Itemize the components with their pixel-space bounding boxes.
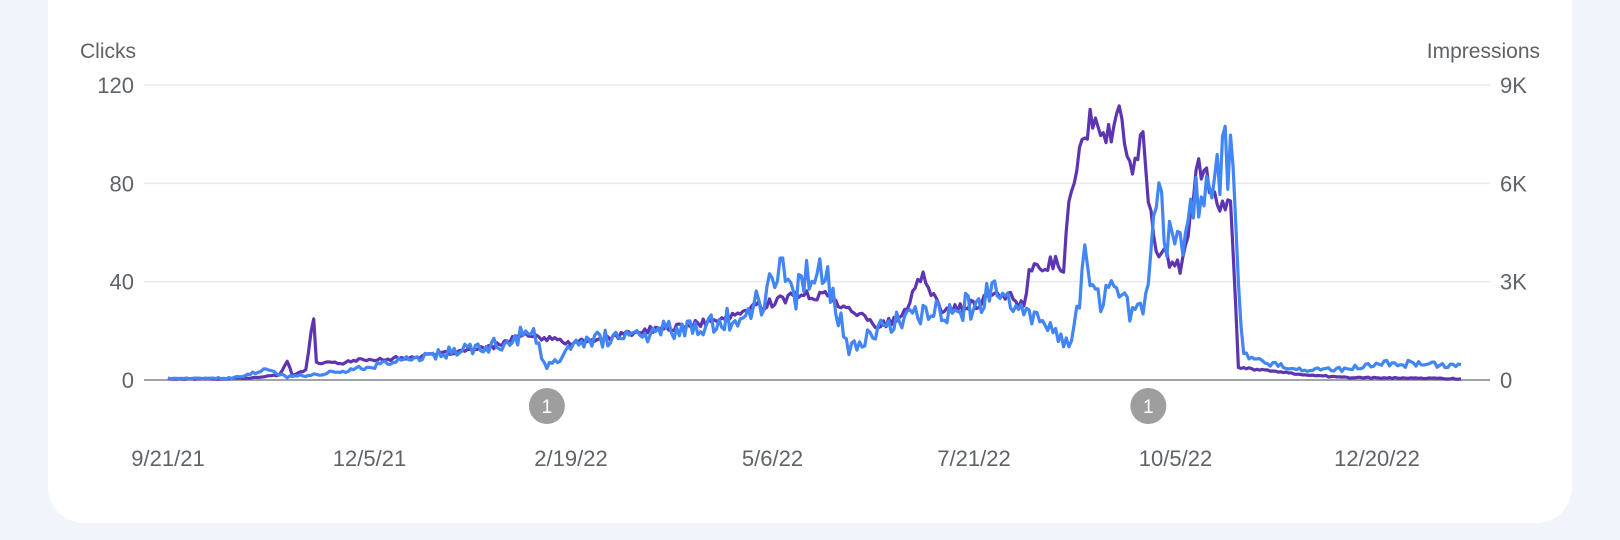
left-tick-label: 40 (110, 270, 134, 295)
clicks-series-line (167, 104, 1462, 381)
annotation-marker-circle[interactable] (1130, 388, 1167, 424)
annotation-marker-label: 1 (542, 397, 553, 418)
x-tick-label: 12/20/22 (1334, 446, 1420, 471)
right-tick-label: 6K (1500, 171, 1527, 196)
left-tick-label: 0 (122, 368, 134, 393)
right-tick-label: 9K (1500, 73, 1527, 98)
x-tick-label: 9/21/21 (131, 446, 204, 471)
right-tick-label: 0 (1500, 368, 1512, 393)
annotation-marker[interactable]: 1 (1130, 388, 1167, 424)
right-axis-label: Impressions (1427, 40, 1540, 63)
x-tick-label: 7/21/22 (937, 446, 1010, 471)
impressions-series-line (167, 124, 1462, 381)
right-tick-label: 3K (1500, 270, 1527, 295)
left-tick-label: 80 (110, 171, 134, 196)
x-tick-label: 2/19/22 (534, 446, 607, 471)
left-axis-label: Clicks (80, 40, 136, 63)
annotation-marker[interactable]: 1 (528, 388, 565, 424)
x-tick-label: 10/5/22 (1139, 446, 1212, 471)
annotation-marker-circle[interactable] (528, 388, 565, 424)
x-tick-label: 12/5/21 (333, 446, 406, 471)
annotation-marker-label: 1 (1143, 397, 1154, 418)
x-tick-label: 5/6/22 (742, 446, 803, 471)
left-tick-label: 120 (97, 73, 134, 98)
chart-card (48, 0, 1572, 523)
